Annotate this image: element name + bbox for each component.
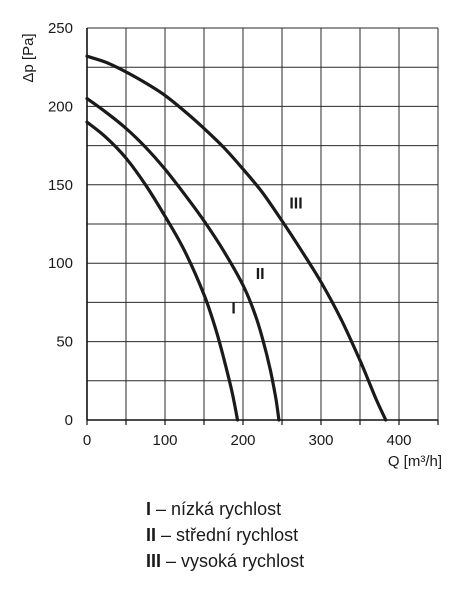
series-curve-II: [85, 97, 281, 422]
series-curve-III: [85, 54, 388, 422]
legend-key: II: [146, 525, 157, 545]
legend-item-medium: II – střední rychlost: [146, 522, 304, 548]
x-tick-label: 400: [386, 432, 411, 449]
y-tick-label: 50: [56, 334, 73, 351]
x-tick-label: 0: [83, 432, 91, 449]
x-axis-label: Q [m³/h]: [388, 453, 442, 470]
curve-label-II: II: [256, 266, 265, 283]
y-axis-label: Δp [Pa]: [20, 33, 37, 82]
x-tick-label: 200: [230, 432, 255, 449]
grid: [86, 27, 439, 421]
legend-item-high: III – vysoká rychlost: [146, 548, 304, 574]
legend-text: – střední rychlost: [161, 525, 299, 545]
x-tick-label: 100: [152, 432, 177, 449]
curve-label-I: I: [231, 300, 235, 317]
x-tick-label: 300: [308, 432, 333, 449]
legend: I – nízká rychlost II – střední rychlost…: [146, 496, 304, 574]
tick-labels: 0 100 200 300 400 0 50 100 150 200 250: [48, 20, 412, 449]
legend-text: – nízká rychlost: [156, 499, 282, 519]
y-tick-label: 150: [48, 177, 73, 194]
y-tick-label: 0: [65, 412, 73, 429]
y-tick-label: 200: [48, 98, 73, 115]
axes: [86, 28, 439, 425]
legend-text: – vysoká rychlost: [166, 551, 305, 571]
legend-key: I: [146, 499, 152, 519]
legend-item-low: I – nízká rychlost: [146, 496, 304, 522]
y-tick-label: 100: [48, 255, 73, 272]
series-curve-I: [85, 120, 240, 422]
legend-key: III: [146, 551, 162, 571]
series-curves: [85, 54, 388, 422]
y-tick-label: 250: [48, 20, 73, 37]
curve-label-III: III: [289, 195, 302, 212]
